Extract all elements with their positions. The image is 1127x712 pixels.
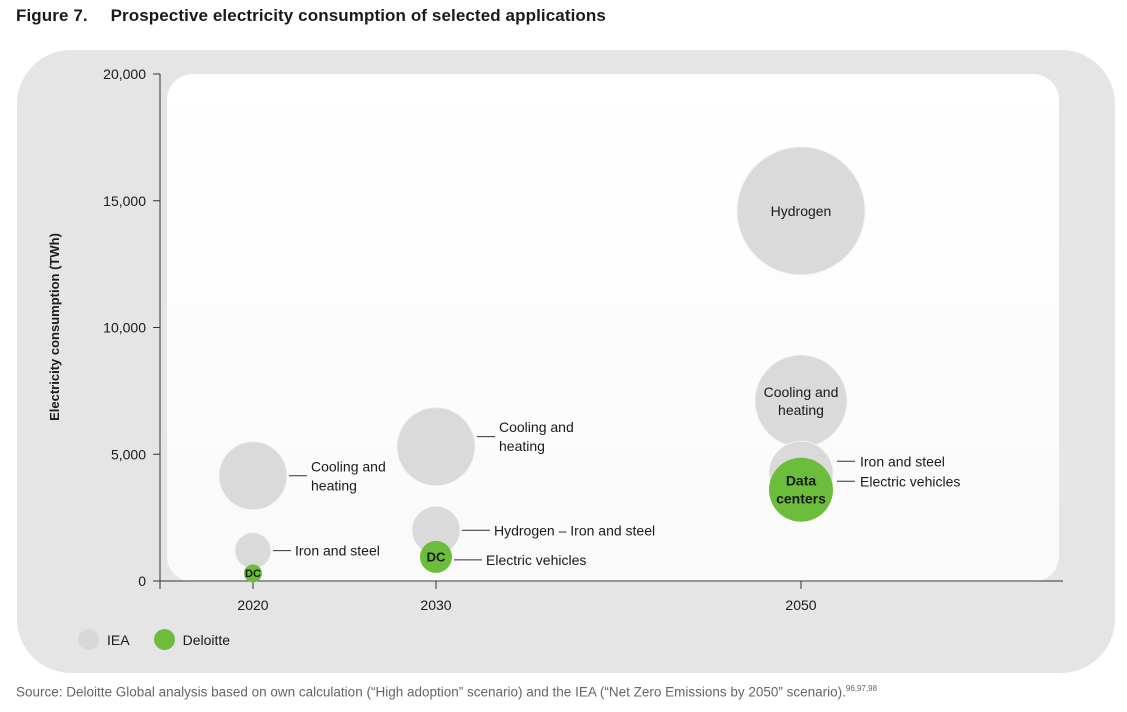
x-tick-label: 2020	[237, 597, 268, 613]
callout-label: heating	[499, 438, 545, 454]
source-text: Source: Deloitte Global analysis based o…	[16, 684, 846, 700]
callout-label: Iron and steel	[860, 453, 945, 469]
callout-label: Cooling and	[499, 419, 574, 435]
bubble-label: heating	[778, 402, 824, 418]
bubble-label: Hydrogen	[771, 203, 832, 219]
figure-title-text: Prospective electricity consumption of s…	[110, 6, 606, 25]
bubble-deloitte	[244, 564, 262, 583]
plot-area-panel	[167, 74, 1059, 582]
source-note: Source: Deloitte Global analysis based o…	[16, 684, 877, 700]
callout-label: Iron and steel	[295, 543, 380, 559]
bubble-iea	[218, 441, 288, 511]
callout-label: Hydrogen – Iron and steel	[494, 522, 655, 538]
callout-label: Cooling and	[311, 458, 386, 474]
y-axis-label: Electricity consumption (TWh)	[47, 233, 62, 421]
figure-title: Figure 7. Prospective electricity consum…	[16, 6, 606, 26]
callout-label: Electric vehicles	[860, 473, 960, 489]
bubble-iea	[736, 146, 866, 276]
callout-label: Electric vehicles	[486, 552, 586, 568]
legend-item-deloitte: Deloitte	[153, 629, 231, 650]
x-tick-label: 2050	[785, 597, 816, 613]
legend-label-iea: IEA	[107, 631, 130, 648]
y-tick-label: 5,000	[111, 446, 146, 462]
y-tick-label: 15,000	[103, 193, 146, 209]
legend: IEA Deloitte	[78, 629, 254, 650]
legend-label-deloitte: Deloitte	[182, 631, 231, 648]
bubble-deloitte	[420, 540, 452, 573]
legend-item-iea: IEA	[78, 629, 130, 650]
figure-number: Figure 7.	[16, 6, 88, 25]
source-refs: 96,97,98	[845, 684, 878, 693]
bubble-label: Cooling and	[764, 384, 839, 400]
bubble-label: DC	[245, 568, 261, 580]
bubble-label: DC	[427, 549, 446, 564]
legend-swatch-iea	[78, 629, 99, 650]
x-tick-label: 2030	[420, 597, 451, 613]
y-tick-label: 0	[138, 573, 146, 589]
bubble-label: centers	[776, 491, 826, 507]
y-tick-label: 10,000	[103, 320, 146, 336]
bubble-iea	[234, 532, 272, 570]
bubble-label: Data	[786, 473, 817, 489]
legend-swatch-deloitte	[153, 629, 175, 650]
bubble-deloitte	[769, 457, 833, 522]
callout-label: heating	[311, 477, 357, 493]
bubble-iea	[396, 407, 476, 487]
y-tick-label: 20,000	[103, 66, 146, 82]
